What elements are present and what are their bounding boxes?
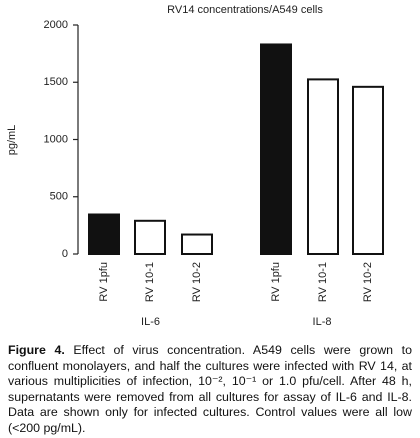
y-tick-label: 0 xyxy=(62,248,68,260)
x-tick-label: RV 10-1 xyxy=(144,262,156,302)
y-tick-label: 2000 xyxy=(44,19,68,31)
chart: RV14 concentrations/A549 cells pg/mL 0 50… xyxy=(6,4,384,328)
caption-text: Effect of virus concentration. A549 cell… xyxy=(8,343,412,435)
bar xyxy=(260,43,292,256)
bar xyxy=(88,213,120,255)
y-tick-label: 1000 xyxy=(44,133,68,145)
x-tick-label: RV 1pfu xyxy=(98,262,110,302)
caption: Figure 4. Effect of virus concentration.… xyxy=(8,343,412,436)
y-tick-label: 500 xyxy=(50,191,68,203)
x-tick-label: RV 10-2 xyxy=(191,262,203,302)
bar xyxy=(134,219,166,255)
caption-label: Figure 4. xyxy=(8,343,65,357)
bar xyxy=(352,85,384,255)
bar xyxy=(181,233,213,256)
y-tick-label: 1500 xyxy=(44,76,68,88)
bar xyxy=(307,78,339,255)
group-label: IL-6 xyxy=(141,316,160,328)
x-tick-label: RV 10-2 xyxy=(362,262,374,302)
x-tick-label: RV 10-1 xyxy=(317,262,329,302)
x-tick-label: RV 1pfu xyxy=(270,262,282,302)
chart-title: RV14 concentrations/A549 cells xyxy=(167,4,323,16)
group-label: IL-8 xyxy=(313,316,332,328)
y-axis-label: pg/mL xyxy=(6,125,18,156)
